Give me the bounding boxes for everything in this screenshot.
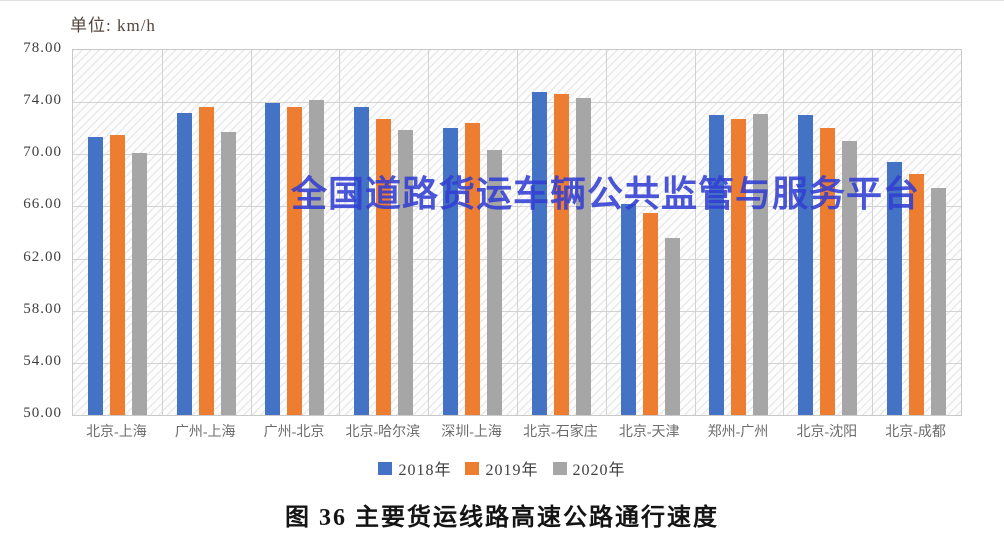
legend-label: 2018年 — [398, 462, 452, 479]
bar-2020年 — [398, 129, 414, 415]
bar-2020年 — [131, 152, 147, 415]
bar-2020年 — [931, 188, 947, 415]
legend-item: 2018年 — [378, 456, 451, 480]
unit-label: 单位: km/h — [70, 16, 156, 35]
bar-2018年 — [443, 128, 459, 415]
horizontal-gridline — [73, 154, 961, 156]
vertical-gridline — [694, 50, 696, 415]
bar-group — [73, 50, 162, 415]
bar-2020年 — [220, 132, 236, 415]
bar-2018年 — [709, 115, 725, 415]
bar-2019年 — [109, 134, 125, 415]
vertical-gridline — [250, 50, 252, 415]
bar-2019年 — [465, 123, 481, 415]
bar-group — [251, 50, 340, 415]
horizontal-gridline — [73, 258, 961, 260]
y-tick-label: 74.00 — [23, 92, 62, 109]
horizontal-gridline — [73, 362, 961, 364]
bar-2019年 — [198, 107, 214, 415]
vertical-gridline — [339, 50, 341, 415]
vertical-gridline — [872, 50, 874, 415]
bar-2018年 — [87, 137, 103, 415]
y-axis: 78.00 74.00 70.00 66.00 62.00 58.00 54.00 50.00 — [8, 40, 62, 421]
horizontal-gridline — [73, 310, 961, 312]
legend-swatch-icon — [552, 461, 567, 475]
vertical-gridline — [161, 50, 163, 415]
vertical-gridline — [783, 50, 785, 415]
bar-2019年 — [376, 119, 392, 415]
x-tick-label: 郑州-广州 — [707, 425, 769, 440]
y-tick-label: 62.00 — [23, 248, 62, 265]
bar-2020年 — [575, 98, 591, 415]
bar-2018年 — [354, 107, 370, 415]
y-tick-label: 58.00 — [23, 300, 62, 317]
legend: 2018年 2019年 2020年 — [0, 456, 1004, 480]
bar-group — [695, 50, 784, 415]
bar-2018年 — [887, 162, 903, 415]
y-tick-label: 54.00 — [23, 352, 62, 369]
x-tick-label: 深圳-上海 — [441, 425, 502, 440]
x-tick-label: 北京-上海 — [86, 425, 147, 440]
legend-label: 2020年 — [572, 462, 626, 479]
legend-swatch-icon — [465, 461, 480, 475]
bar-2018年 — [176, 112, 192, 415]
chart-caption: 图 36 主要货运线路高速公路通行速度 — [285, 505, 719, 531]
vertical-gridline — [428, 50, 430, 415]
vertical-gridline — [605, 50, 607, 415]
bar-group — [339, 50, 428, 415]
plot-area: 全国道路货运车辆公共监管与服务平台 — [72, 49, 962, 416]
bar-2019年 — [642, 212, 658, 415]
bar-group — [162, 50, 251, 415]
horizontal-gridline — [73, 102, 961, 104]
bar-2019年 — [909, 173, 925, 415]
bar-2018年 — [531, 91, 547, 415]
bar-group — [872, 50, 961, 415]
x-axis: 北京-上海 广州-上海 广州-北京 北京-哈尔滨 深圳-上海 北京-石家庄 北京-天津 郑州-… — [72, 421, 960, 443]
bar-2019年 — [287, 107, 303, 415]
y-tick-label: 78.00 — [23, 40, 62, 56]
bar-group — [517, 50, 606, 415]
y-tick-label: 50.00 — [23, 405, 62, 421]
bar-2020年 — [753, 113, 769, 415]
vertical-gridline — [517, 50, 518, 415]
bar-2020年 — [487, 150, 503, 415]
bar-2020年 — [842, 141, 858, 415]
x-tick-label: 北京-石家庄 — [523, 425, 598, 440]
bar-2020年 — [664, 237, 680, 415]
bar-2018年 — [798, 115, 814, 415]
x-tick-label: 北京-哈尔滨 — [345, 425, 421, 440]
y-tick-label: 66.00 — [23, 196, 62, 213]
bar-2019年 — [553, 94, 569, 415]
y-tick-label: 70.00 — [23, 144, 62, 161]
legend-item: 2019年 — [465, 456, 538, 480]
bar-group — [428, 50, 517, 415]
x-tick-label: 北京-成都 — [885, 425, 946, 440]
bar-2020年 — [309, 99, 325, 415]
bar-group — [606, 50, 695, 415]
bar-2019年 — [820, 128, 836, 415]
x-tick-label: 北京-沈阳 — [796, 425, 858, 440]
legend-item: 2020年 — [552, 456, 626, 480]
bar-2019年 — [731, 119, 747, 415]
bar-2018年 — [620, 203, 636, 415]
legend-swatch-icon — [378, 461, 393, 475]
x-tick-label: 北京-天津 — [618, 425, 680, 440]
horizontal-gridline — [73, 206, 961, 208]
watermark-text: 全国道路货运车辆公共监管与服务平台 — [291, 173, 921, 214]
bar-2018年 — [265, 103, 281, 415]
bar-group — [783, 50, 872, 415]
legend-label: 2019年 — [485, 462, 539, 479]
x-tick-label: 广州-北京 — [263, 425, 325, 440]
x-tick-label: 广州-上海 — [174, 425, 236, 440]
